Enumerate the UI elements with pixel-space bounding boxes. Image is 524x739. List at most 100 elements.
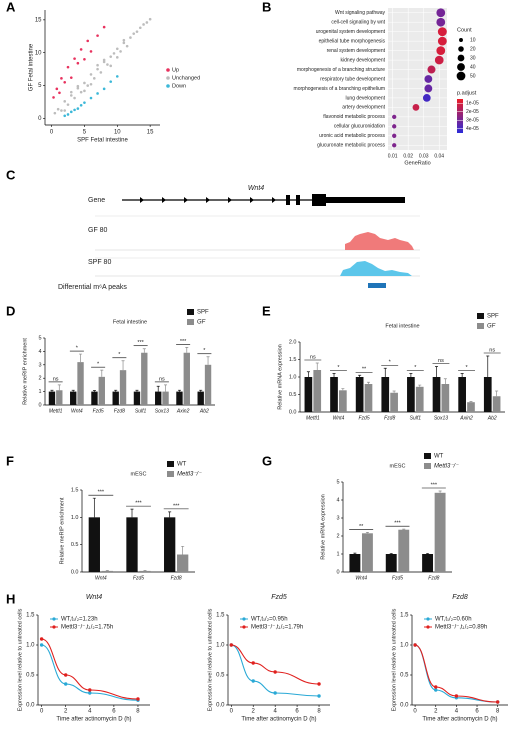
y-tick-label: 1 — [38, 389, 41, 395]
panel-letter: H — [6, 591, 15, 606]
point — [125, 44, 129, 48]
x-tick-label: 8 — [496, 709, 500, 715]
error-bar — [135, 389, 139, 392]
error-bar — [365, 532, 369, 534]
significance-label: ** — [359, 524, 364, 530]
category-label: Wnt4 — [333, 415, 345, 421]
y-tick-label: 5 — [38, 83, 42, 89]
x-tick-label: 4 — [455, 709, 459, 715]
point — [69, 76, 73, 79]
error-bar — [353, 552, 357, 554]
point — [132, 32, 136, 35]
point — [73, 57, 76, 60]
bar — [98, 376, 105, 405]
error-bar — [130, 508, 134, 518]
bar — [492, 396, 501, 412]
point — [53, 111, 57, 115]
point — [102, 60, 106, 64]
point — [115, 56, 119, 59]
bar — [398, 529, 410, 572]
point — [63, 682, 68, 686]
legend-size — [457, 63, 465, 71]
series-line — [41, 638, 138, 700]
legend-swatch — [424, 453, 431, 459]
category-label: Sox13 — [434, 415, 448, 421]
y-tick-label: 1.5 — [289, 357, 297, 363]
category-label: Axin2 — [459, 415, 473, 421]
x-tick-label: 4 — [273, 709, 277, 715]
point — [317, 694, 321, 698]
category-label: lung development — [346, 95, 386, 101]
point — [96, 34, 99, 37]
x-axis-label: Time after actinomycin D (h) — [241, 717, 316, 723]
series-line — [231, 644, 320, 697]
significance-label: * — [118, 352, 121, 358]
legend-label: Mettl3⁻/⁻,t₁/₂=1.79h — [251, 625, 303, 631]
error-bar — [92, 390, 96, 392]
bar — [155, 391, 162, 405]
x-tick-label: 0 — [40, 709, 44, 715]
category-label: Mettl1 — [306, 415, 320, 421]
y-tick-label: 0.5 — [26, 673, 35, 679]
significance-label: * — [203, 348, 206, 354]
error-bar — [185, 347, 189, 353]
bar — [197, 391, 204, 405]
point — [96, 92, 99, 95]
y-tick-label: 1.5 — [26, 613, 35, 619]
y-tick-label: 4 — [38, 349, 41, 355]
significance-label: * — [76, 346, 79, 352]
colorbar-label: 1e-05 — [466, 101, 479, 107]
dot — [434, 55, 444, 65]
legend-label: 20 — [470, 46, 476, 52]
bar — [56, 390, 63, 405]
significance-label: ns — [159, 376, 165, 382]
category-label: Fzd8 — [114, 408, 125, 414]
bar — [48, 391, 56, 405]
dot — [412, 104, 420, 111]
gene-track: C Gene Wnt4 GF 80 SPF 80 Differential m⁶… — [6, 167, 420, 291]
colorbar-label: 4e-05 — [466, 126, 479, 132]
bar — [330, 377, 338, 412]
bar — [364, 384, 373, 412]
point — [102, 25, 106, 29]
dot — [424, 75, 433, 83]
point — [119, 50, 122, 53]
legend-dot — [426, 617, 430, 621]
error-bar — [121, 360, 125, 371]
bar — [434, 492, 446, 572]
point — [109, 64, 113, 68]
dot — [392, 133, 397, 138]
bar — [88, 517, 100, 572]
panel-letter: C — [6, 167, 16, 182]
category-label: Ab2 — [487, 415, 497, 421]
point — [58, 91, 61, 95]
point — [148, 17, 152, 21]
error-bar — [57, 384, 61, 391]
y-tick-label: 1.0 — [289, 374, 297, 380]
y-tick-label: 0.5 — [71, 542, 79, 548]
legend-swatch — [166, 76, 170, 80]
point — [83, 81, 86, 85]
error-bar — [315, 362, 319, 370]
error-bar — [114, 389, 118, 392]
significance-label: *** — [394, 521, 401, 527]
category-label: Ab2 — [199, 408, 209, 414]
x-tick-label: 0.04 — [434, 153, 444, 159]
x-tick-label: 0 — [50, 130, 54, 136]
legend-dot — [242, 625, 246, 629]
x-tick-label: 0.02 — [403, 153, 413, 159]
legend-label: WT,t₁/₂=0.60h — [435, 617, 472, 623]
y-axis-label: Relative meRIP enrichment — [59, 497, 65, 564]
y-tick-label: 3 — [336, 515, 339, 521]
bar — [432, 377, 441, 412]
point — [88, 691, 92, 695]
category-label: Fzd8 — [428, 575, 439, 581]
bar — [70, 391, 77, 405]
category-label: epithelial tube morphogenesis — [319, 38, 386, 44]
point — [317, 682, 321, 686]
point — [66, 65, 70, 69]
panel-letter: B — [262, 0, 271, 14]
gene-label: Gene — [88, 197, 105, 204]
legend-label: 50 — [470, 73, 476, 79]
point — [76, 61, 80, 65]
